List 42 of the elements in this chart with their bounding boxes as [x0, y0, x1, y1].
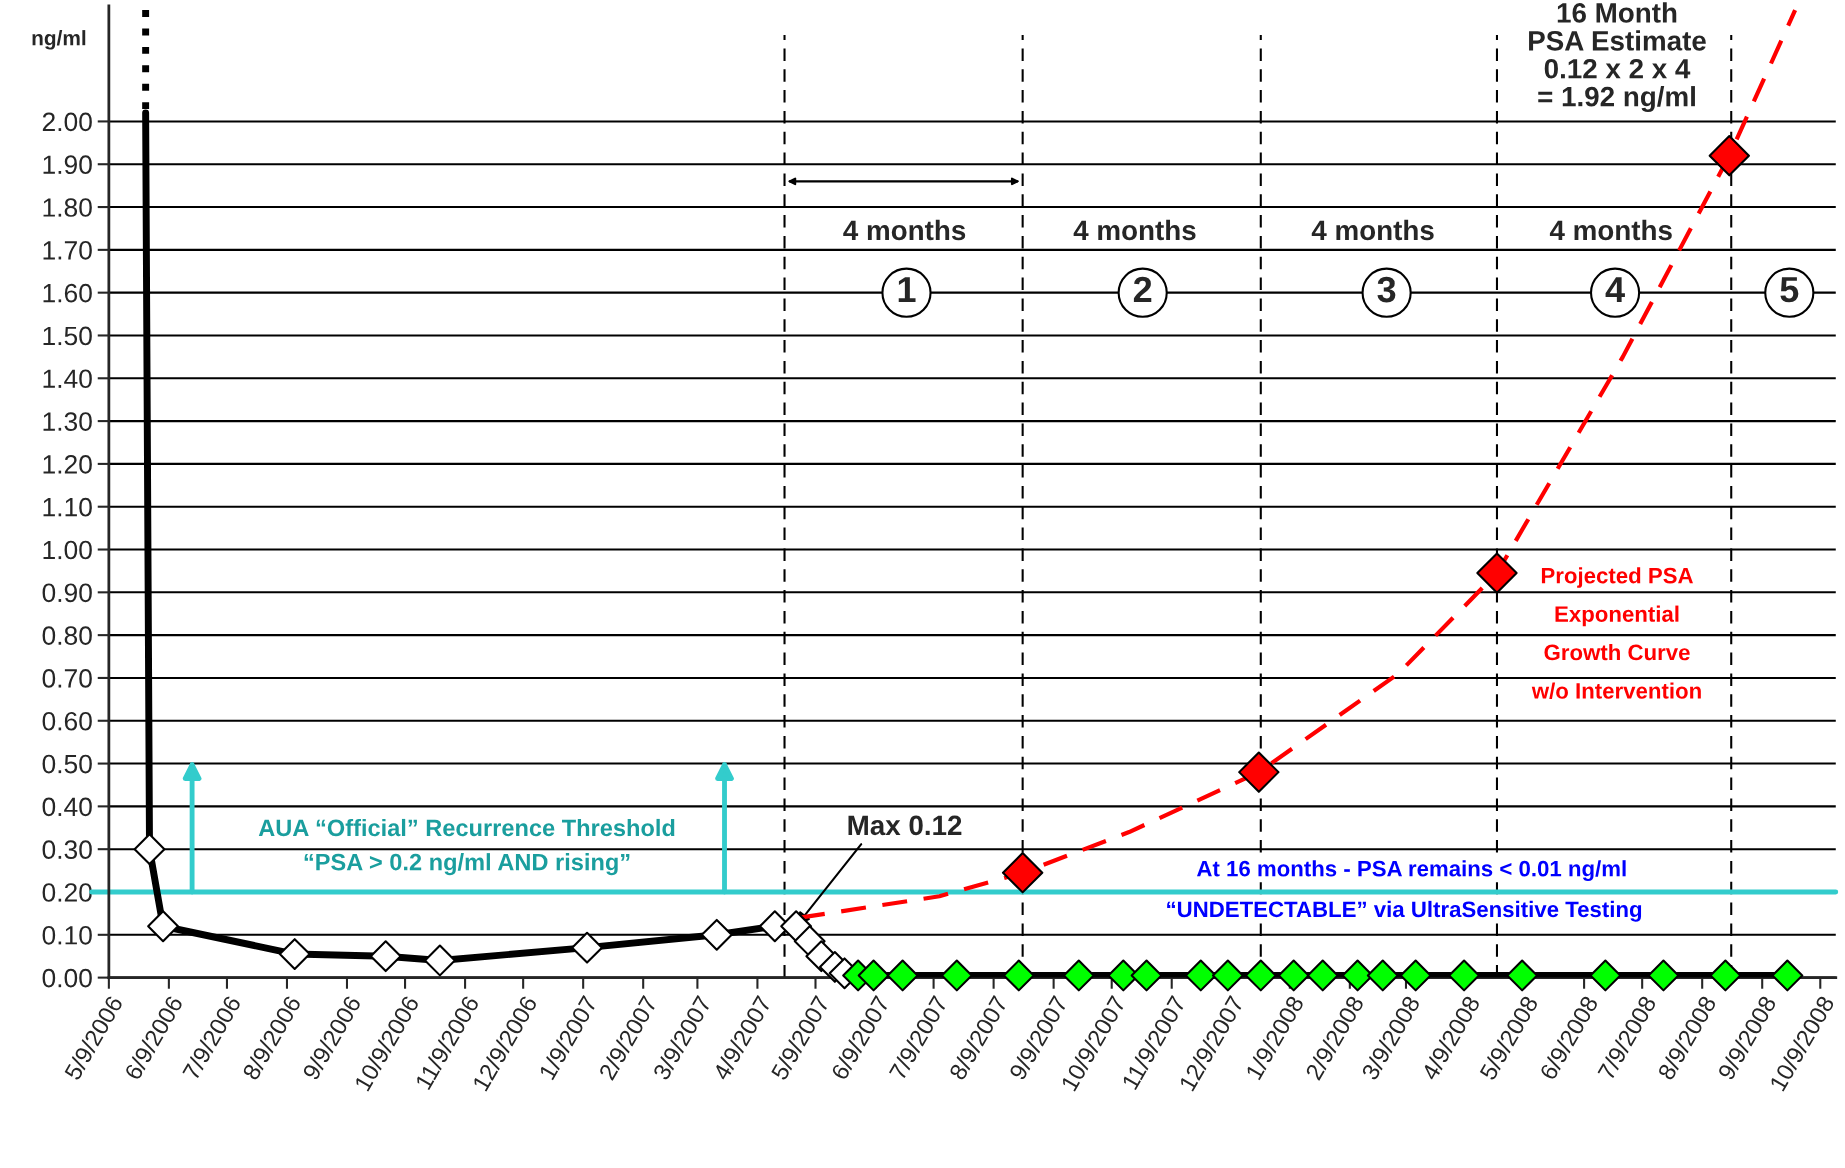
annotation: Projected PSA Exponential Growth Curve w/o Intervention — [1531, 567, 1701, 699]
annotation: “UNDETECTABLE” via UltraSensitive Testing — [1167, 900, 1642, 922]
y-tick-label: 0.20 — [42, 883, 92, 902]
y-tick-label: 0.00 — [42, 968, 92, 988]
y-tick-label: 1.90 — [43, 155, 92, 175]
y-tick-label: 1.70 — [43, 240, 92, 260]
annotation: AUA “Official” Recurrence Threshold — [258, 818, 675, 837]
annotation: At 16 months - PSA remains < 0.01 ng/ml — [1196, 860, 1626, 881]
annotation: 3 — [1377, 276, 1396, 303]
point — [1001, 852, 1044, 894]
y-tick-label: 0.50 — [42, 754, 92, 774]
annotation: 1 — [898, 277, 916, 302]
point — [1238, 751, 1280, 793]
annotation: 4 — [1605, 277, 1625, 302]
annotation: 4 months — [1073, 219, 1196, 241]
annotation: 4 months — [1549, 219, 1672, 241]
annotation: Max 0.12 — [848, 815, 962, 836]
annotation: 4 months — [1311, 219, 1434, 241]
y-tick-label: 1.80 — [43, 198, 92, 217]
y-tick-label: 1.50 — [43, 326, 92, 346]
y-tick-label: 1.30 — [43, 412, 92, 431]
y-tick-label: 0.40 — [42, 797, 92, 817]
y-tick-label: 0.70 — [42, 669, 92, 688]
annotation: 4 months — [843, 219, 966, 241]
y-tick-label: 0.30 — [42, 840, 92, 860]
y-tick-label: 0.10 — [42, 925, 92, 945]
point — [1708, 134, 1750, 177]
y-axis-title: ng/ml — [32, 30, 86, 50]
y-tick-label: 2.00 — [42, 112, 92, 132]
y-tick-label: 1.40 — [43, 369, 92, 389]
y-tick-label: 1.00 — [43, 540, 92, 560]
annotation: 16 Month PSA Estimate 0.12 x 2 x 4 = 1.92 ng/ml — [1529, 2, 1706, 113]
annotation: 5 — [1780, 277, 1799, 303]
y-tick-label: 0.80 — [42, 626, 92, 645]
y-tick-label: 0.90 — [42, 583, 92, 603]
point — [1476, 552, 1518, 594]
y-tick-label: 0.60 — [42, 711, 92, 731]
annotation: “PSA > 0.2 ng/ml AND rising” — [304, 853, 630, 876]
y-tick-label: 1.10 — [43, 497, 92, 517]
annotation: 2 — [1133, 276, 1152, 302]
y-tick-label: 1.60 — [43, 283, 92, 303]
y-tick-label: 1.20 — [43, 455, 92, 474]
